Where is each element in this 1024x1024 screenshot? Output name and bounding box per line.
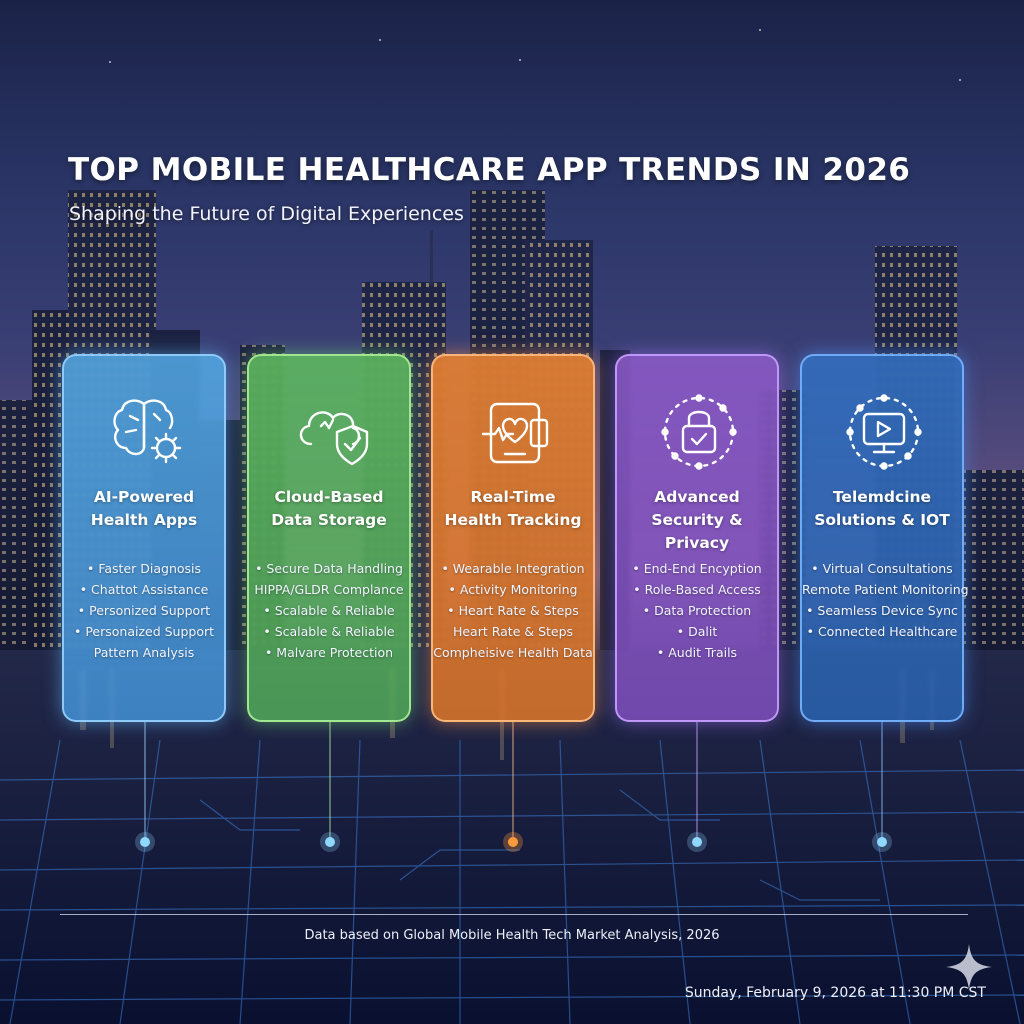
connector-lines [135,722,892,852]
list-item: Heart Rate & Steps [452,624,574,639]
list-item: • Personaized Support [73,624,215,639]
source-note: Data based on Global Mobile Health Tech … [304,928,720,943]
feature-list: • End-End Encyption • Role-Based Access … [617,558,777,663]
feature-list: • Virtual Consultations Remote Patient M… [802,558,969,642]
list-item: HIPPA/GLDR Complance [254,582,404,597]
feature-list: • Secure Data Handling HIPPA/GLDR Compla… [249,558,409,663]
card-title-line1: Telemdcine [832,488,932,506]
card-title-line2: Health Apps [90,511,198,529]
card-ai-powered-health-apps: AI-Powered Health Apps • Faster Diagnosi… [62,354,226,722]
card-title-line1: Real-Time [470,488,556,506]
card-cloud-based-data-storage: Cloud-Based Data Storage • Secure Data H… [247,354,411,722]
list-item: • Secure Data Handling [255,561,403,576]
list-item: • Connected Healthcare [806,624,958,639]
list-item: • Seamless Device Sync [806,603,958,618]
circuit-grid [0,739,1024,1024]
card-telemedicine-solutions-iot: Telemdcine Solutions & IOT • Virtual Con… [800,354,969,722]
list-item: Compheisive Health Data [433,645,593,660]
list-item: • Scalable & Reliable [263,603,395,618]
list-item: Remote Patient Monitoring [802,582,969,597]
list-item: • Wearable Integration [441,561,585,576]
feature-list: • Wearable Integration • Activity Monito… [433,558,593,663]
feature-list: • Faster Diagnosis • Chattot Assistance … [64,558,224,663]
cloud-shield-icon [281,382,381,482]
list-item: • Chattot Assistance [79,582,209,597]
list-item: • Audit Trails [656,645,738,660]
card-title-line2: Security & Privacy [651,511,743,552]
card-title-line1: AI-Powered [93,488,195,506]
card-title-line2: Data Storage [271,511,387,529]
card-advanced-security-privacy: Advanced Security & Privacy • End-End En… [615,354,779,722]
list-item: • Dalit [676,624,718,639]
list-item: • Activity Monitoring [448,582,578,597]
list-item: • Virtual Consultations [811,561,953,576]
brain-gear-icon [96,382,196,482]
list-item: • Personized Support [77,603,211,618]
list-item: • End-End Encyption [632,561,762,576]
padlock-icon [649,382,749,482]
page-title: TOP MOBILE HEALTHCARE APP TRENDS IN 2026 [68,152,911,188]
list-item: • Malvare Protection [264,645,394,660]
footer-divider [60,914,968,915]
list-item: • Faster Diagnosis [86,561,202,576]
card-title-line1: Advanced [654,488,740,506]
list-item: • Role-Based Access [633,582,761,597]
list-item: • Heart Rate & Steps [447,603,579,618]
card-title-line2: Solutions & IOT [814,511,950,529]
sparkle-icon [944,942,994,992]
list-item: Pattern Analysis [93,645,195,660]
video-play-icon [834,382,934,482]
card-real-time-health-tracking: Real-Time Health Tracking • Wearable Int… [431,354,595,722]
timestamp: Sunday, February 9, 2026 at 11:30 PM CST [684,985,986,1001]
heartbeat-device-icon [465,382,565,482]
card-title-line2: Health Tracking [444,511,582,529]
list-item: • Scalable & Reliable [263,624,395,639]
page-subtitle: Shaping the Future of Digital Experience… [69,203,464,225]
list-item: • Data Protection [642,603,752,618]
card-title-line1: Cloud-Based [274,488,384,506]
